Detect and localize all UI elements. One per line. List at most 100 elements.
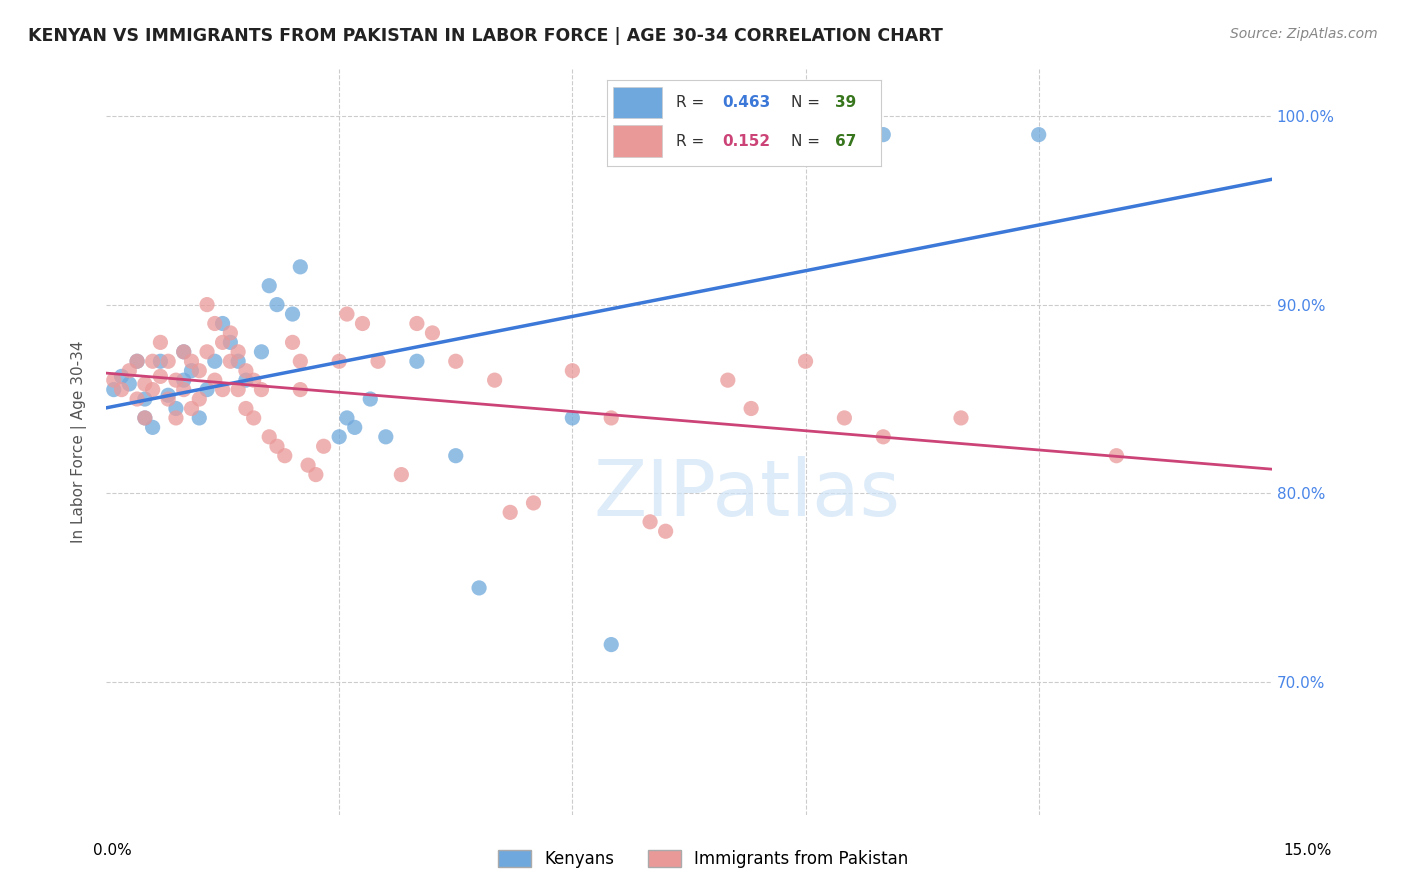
Text: Source: ZipAtlas.com: Source: ZipAtlas.com — [1230, 27, 1378, 41]
Point — [654, 524, 676, 539]
Point — [204, 317, 226, 331]
Text: ZIPatlas: ZIPatlas — [593, 456, 901, 532]
Point — [204, 373, 226, 387]
Point — [142, 383, 165, 397]
Point — [165, 411, 187, 425]
Point — [211, 335, 233, 350]
Point — [134, 376, 156, 391]
Point — [312, 439, 335, 453]
Point — [484, 373, 506, 387]
Point — [305, 467, 328, 482]
Point — [522, 496, 544, 510]
Point — [235, 401, 257, 416]
Point — [250, 383, 273, 397]
Point — [638, 515, 661, 529]
Point — [103, 383, 125, 397]
Point — [290, 354, 312, 368]
Point — [110, 383, 132, 397]
Point — [250, 344, 273, 359]
Point — [274, 449, 297, 463]
Point — [444, 449, 467, 463]
Point — [422, 326, 444, 340]
Point — [242, 373, 264, 387]
Legend: Kenyans, Immigrants from Pakistan: Kenyans, Immigrants from Pakistan — [491, 843, 915, 875]
Point — [281, 335, 304, 350]
Point — [125, 354, 148, 368]
Point — [638, 128, 661, 142]
Point — [600, 638, 623, 652]
Point — [235, 364, 257, 378]
Point — [195, 297, 218, 311]
Point — [374, 430, 396, 444]
Point — [367, 354, 389, 368]
Point — [242, 411, 264, 425]
Point — [949, 411, 972, 425]
Point — [219, 326, 242, 340]
Point — [211, 317, 233, 331]
Point — [125, 354, 148, 368]
Point — [157, 388, 180, 402]
Point — [406, 354, 429, 368]
Point — [142, 354, 165, 368]
Point — [219, 335, 242, 350]
Point — [180, 401, 202, 416]
Point — [352, 317, 374, 331]
Point — [204, 354, 226, 368]
Point — [134, 411, 156, 425]
Point — [219, 354, 242, 368]
Point — [872, 128, 894, 142]
Point — [389, 467, 412, 482]
Point — [290, 260, 312, 274]
Point — [173, 344, 195, 359]
Point — [328, 430, 350, 444]
Point — [134, 411, 156, 425]
Point — [1028, 128, 1050, 142]
Point — [561, 411, 583, 425]
Point — [211, 383, 233, 397]
Point — [561, 364, 583, 378]
Point — [266, 439, 288, 453]
Point — [740, 401, 762, 416]
Point — [717, 373, 740, 387]
Point — [180, 364, 202, 378]
Point — [118, 364, 141, 378]
Point — [180, 354, 202, 368]
Point — [499, 505, 522, 519]
Point — [872, 430, 894, 444]
Point — [290, 383, 312, 397]
Point — [226, 383, 249, 397]
Point — [266, 297, 288, 311]
Text: 15.0%: 15.0% — [1284, 843, 1331, 858]
Point — [468, 581, 491, 595]
Point — [188, 364, 211, 378]
Point — [406, 317, 429, 331]
Point — [157, 392, 180, 406]
Point — [125, 392, 148, 406]
Point — [157, 354, 180, 368]
Point — [118, 376, 141, 391]
Point — [173, 373, 195, 387]
Point — [678, 137, 700, 152]
Point — [226, 344, 249, 359]
Point — [834, 411, 856, 425]
Point — [257, 278, 280, 293]
Point — [195, 344, 218, 359]
Point — [444, 354, 467, 368]
Point — [257, 430, 280, 444]
Point — [235, 373, 257, 387]
Point — [281, 307, 304, 321]
Point — [336, 411, 359, 425]
Point — [173, 344, 195, 359]
Point — [149, 335, 172, 350]
Point — [165, 401, 187, 416]
Point — [165, 373, 187, 387]
Point — [103, 373, 125, 387]
Point — [328, 354, 350, 368]
Point — [297, 458, 319, 472]
Point — [188, 411, 211, 425]
Point — [359, 392, 381, 406]
Point — [343, 420, 366, 434]
Point — [149, 369, 172, 384]
Point — [794, 354, 817, 368]
Point — [142, 420, 165, 434]
